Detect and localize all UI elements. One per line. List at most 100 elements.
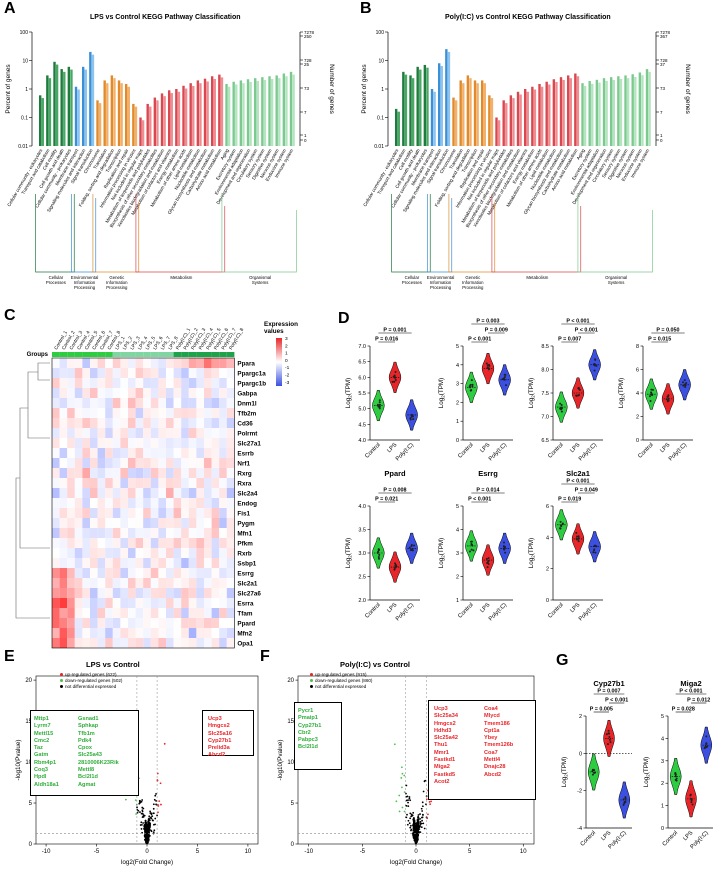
heatmap-cell [173,438,182,448]
heatmap-cell [173,568,182,578]
gene-label: Mlycd [484,713,500,720]
heatmap-cell [196,428,204,438]
kegg-bar [84,69,87,146]
heatmap-cell [173,578,182,588]
volcano-point [428,801,431,803]
heatmap-cell [112,358,121,368]
violin-point [413,544,416,547]
violin-y-tick-label: 6.5 [358,360,366,366]
kegg-bar [156,100,159,146]
heatmap-cell [82,378,90,388]
heatmap-cell [211,508,220,518]
heatmap-cell [158,628,166,638]
gene-label: Mttp1 [34,716,49,722]
heatmap-cell [158,398,166,408]
heatmap-cell [128,498,136,508]
heatmap-cell [120,468,128,478]
violin-point [607,732,610,735]
heatmap-cell [120,618,128,628]
heatmap-cell [181,538,189,548]
heatmap-cell [82,638,90,648]
heatmap-cell [82,618,90,628]
violin-point [705,742,708,745]
heatmap-cell [128,508,136,518]
heatmap-cell [112,488,121,498]
heatmap-cell [158,508,166,518]
kegg-group-bracket [92,194,140,273]
heatmap-cell [112,608,121,618]
kegg-right-axis-label: Number of genes [684,64,691,115]
heatmap-cell [128,638,136,648]
violin-point [682,384,685,387]
violin-y-tick-label: 2.0 [358,598,366,604]
heatmap-cell [204,528,212,538]
volcano-x-tick-label: 5 [468,849,472,855]
kegg-bar [106,83,109,146]
gene-label: Mettl8 [78,767,95,774]
heatmap-cell [74,638,83,648]
heatmap-cell [97,568,106,578]
kegg-bar [569,78,572,146]
heatmap-cell [135,398,144,408]
kegg-bar [588,81,591,146]
heatmap-cell [90,388,98,398]
violin-x-label: Control [580,830,597,847]
volcano-f-up-list-2: Coa4 Mlycd Tmem186 Cpt1a Ybey Tmem126b Coa7 Met… [484,706,513,779]
heatmap-cell [67,358,75,368]
violin-point [665,398,668,401]
violin-point [624,796,627,799]
heatmap-cell [219,628,227,638]
kegg-bar [409,75,412,146]
violin-point [378,407,381,410]
heatmap-cell [128,418,136,428]
heatmap-cell [158,388,166,398]
heatmap-cell [188,528,197,538]
heatmap-cell [59,618,68,628]
kegg-bar [609,77,613,146]
violin-point [378,403,381,406]
gene-label: Hpdl [34,774,47,781]
heatmap-cell [166,558,174,568]
volcano-point [154,817,157,820]
heatmap-legend-tick: -2 [285,373,290,379]
panel-label-c: C [4,307,16,324]
heatmap-cell [150,468,159,478]
volcano-point [146,829,149,831]
heatmap-cell [226,498,235,508]
kegg-bar [263,79,267,146]
heatmap-cell [188,498,197,508]
heatmap-legend-tick: 0 [285,358,288,364]
volcano-point [141,816,144,819]
heatmap-group-cell [188,352,197,357]
volcano-point [152,812,155,815]
violin-y-label: Log2(TPM) [618,378,626,409]
volcano-y-tick-label: 5 [291,801,295,807]
heatmap-cell [150,628,159,638]
heatmap-cell [219,588,227,598]
volcano-point [412,822,415,825]
violin-x-label: Control [364,442,381,459]
heatmap-cell [105,418,113,428]
heatmap-cell [82,398,90,408]
heatmap-cell [82,408,90,418]
violin-shape [405,532,418,564]
kegg-group-bracket [71,194,97,273]
gene-label: Slc25a16 [208,730,232,737]
heatmap-cell [67,408,75,418]
heatmap-cell [173,368,182,378]
kegg-right-tick-label: 7278 [660,30,671,35]
heatmap-cell [219,408,227,418]
heatmap-cell [120,548,128,558]
heatmap-cell [158,568,166,578]
kegg-group-label: Information [74,280,96,285]
kegg-bar [48,78,52,146]
kegg-group-label: Organismal [605,275,627,280]
heatmap-cell [158,448,166,458]
heatmap-cell [196,498,204,508]
violin-y-tick-label: 6.5 [541,438,549,444]
heatmap-cell [112,418,121,428]
heatmap-cell [158,598,166,608]
heatmap-group-cell [204,352,212,357]
heatmap-cell [135,438,144,448]
heatmap-cell [188,448,197,458]
